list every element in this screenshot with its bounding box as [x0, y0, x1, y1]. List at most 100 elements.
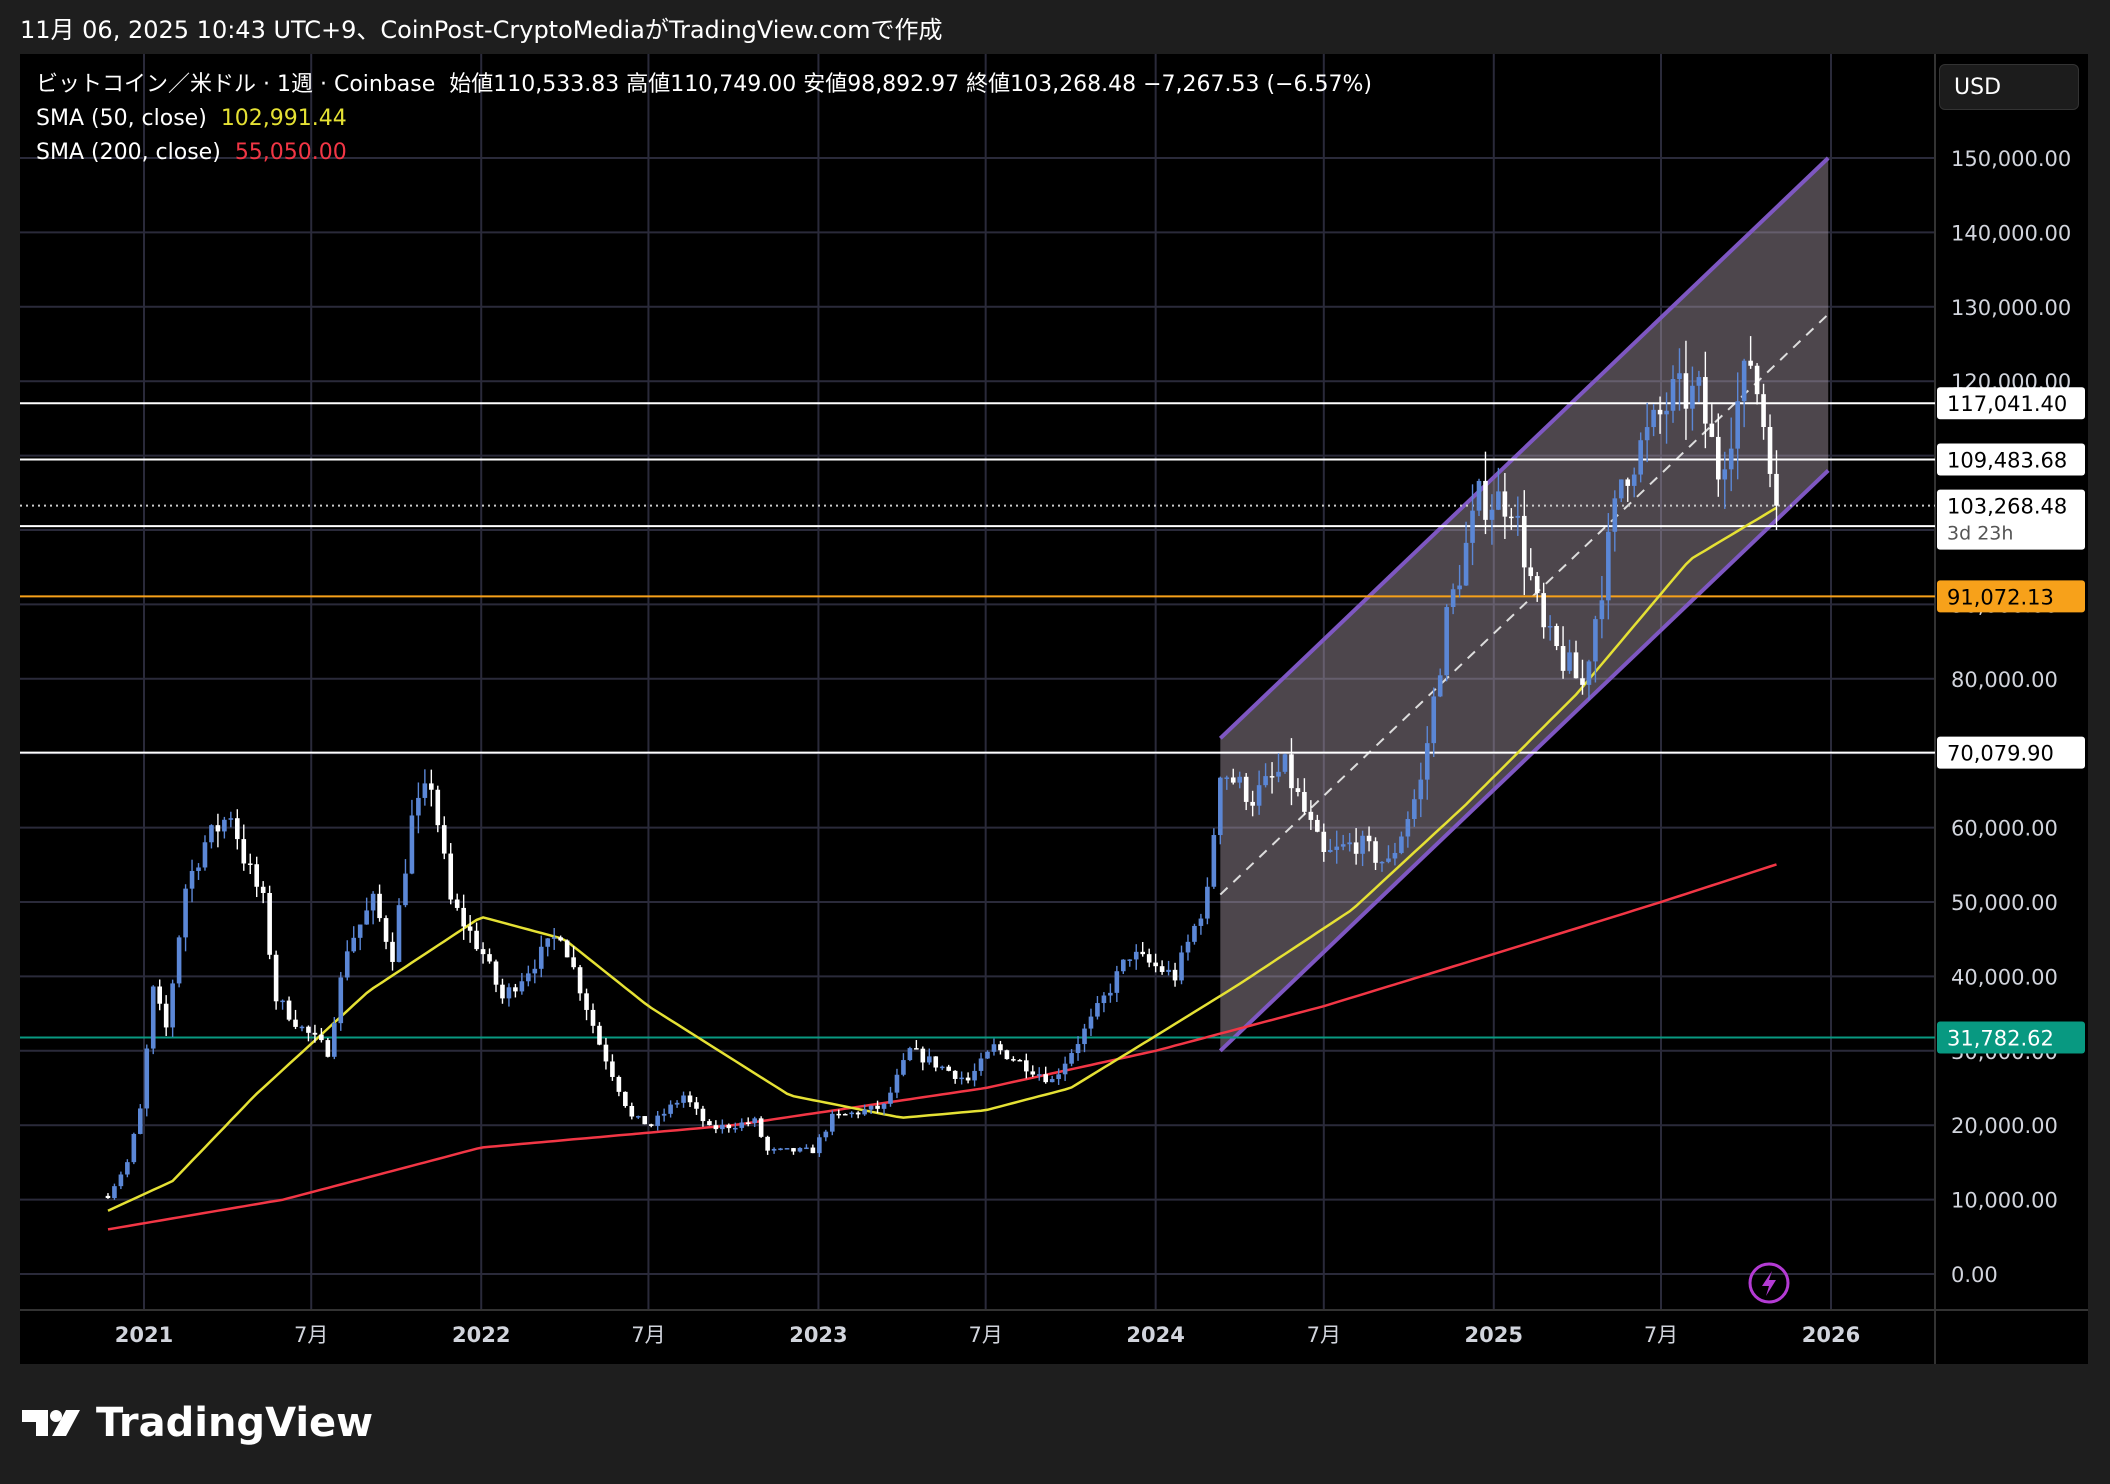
- candle-body: [435, 789, 441, 826]
- price-tick-label: 140,000.00: [1951, 221, 2071, 245]
- candle-body: [1412, 799, 1417, 819]
- price-tick-label: 80,000.00: [1951, 668, 2058, 692]
- candle-body: [577, 967, 583, 994]
- candle-body: [1470, 510, 1475, 543]
- candle-body: [1521, 515, 1527, 568]
- candle-body: [163, 1003, 169, 1028]
- candle-body: [784, 1148, 790, 1150]
- candle-body: [1644, 427, 1650, 441]
- candle-body: [1748, 360, 1753, 366]
- level-tag: 109,483.68: [1937, 443, 2085, 476]
- candle-body: [222, 819, 227, 832]
- candle-body: [1631, 474, 1637, 486]
- candle-body: [1761, 394, 1766, 428]
- candle-body: [1230, 777, 1236, 783]
- candle-body: [409, 815, 415, 874]
- candle-body: [1121, 959, 1126, 972]
- sma50-label[interactable]: SMA (50, close): [36, 106, 207, 131]
- candle-body: [390, 941, 395, 962]
- candle-body: [1340, 844, 1346, 847]
- time-tick-label: 2025: [1465, 1323, 1523, 1347]
- currency-button[interactable]: USD: [1939, 64, 2079, 110]
- candle-body: [1483, 480, 1488, 520]
- candle-body: [1095, 1003, 1100, 1017]
- candle-body: [1315, 819, 1320, 832]
- candle-body: [1159, 966, 1165, 972]
- candle-body: [985, 1051, 990, 1059]
- sma200-value: 55,050.00: [234, 140, 347, 165]
- candle-body: [189, 870, 195, 889]
- candle-body: [823, 1131, 829, 1138]
- grid-lines: [20, 54, 1935, 1310]
- level-tag: 117,041.40: [1937, 387, 2085, 420]
- candle-body: [209, 825, 214, 843]
- candle-body: [157, 986, 163, 1004]
- candle-body: [888, 1092, 893, 1104]
- candle-body: [732, 1127, 738, 1130]
- candle-body: [293, 1019, 298, 1027]
- sma200-line: [107, 863, 1777, 1231]
- level-tag-bg: [1937, 736, 2085, 769]
- candle-body: [1690, 385, 1695, 409]
- candle-body: [1218, 777, 1223, 836]
- price-tick-label: 40,000.00: [1951, 965, 2058, 989]
- candle-body: [1696, 377, 1702, 386]
- candle-body: [687, 1095, 693, 1103]
- channel-lower-line: [1218, 469, 1830, 1053]
- candle-body: [105, 1195, 111, 1199]
- candle-body: [1075, 1044, 1081, 1054]
- candle-body: [817, 1137, 822, 1154]
- candle-body: [1036, 1074, 1042, 1076]
- candle-body: [422, 783, 428, 798]
- candle-body: [1069, 1053, 1074, 1064]
- candle-body: [487, 954, 492, 962]
- level-tag-text: 109,483.68: [1947, 448, 2067, 472]
- candle-body: [700, 1108, 706, 1122]
- candle-body: [1146, 954, 1152, 963]
- sma50-value: 102,991.44: [220, 106, 347, 131]
- candle-body: [881, 1103, 887, 1109]
- price-chart[interactable]: 0.0010,000.0020,000.0030,000.0040,000.00…: [20, 54, 2088, 1364]
- candle-body: [765, 1136, 770, 1151]
- candle-body: [707, 1121, 712, 1126]
- candle-body: [480, 949, 486, 955]
- candle-body: [1424, 743, 1430, 780]
- candle-body: [396, 905, 402, 962]
- candle-body: [1715, 436, 1721, 480]
- candle-body: [1722, 469, 1728, 480]
- candle-body: [1030, 1071, 1036, 1075]
- candle-body: [1599, 600, 1605, 620]
- candle-body: [1024, 1060, 1029, 1072]
- candle-body: [461, 907, 466, 927]
- time-tick-label: 2023: [789, 1323, 847, 1347]
- tradingview-logo-icon: [22, 1410, 80, 1436]
- candle-body: [493, 961, 499, 985]
- candle-body: [273, 954, 279, 1002]
- candle-body: [1528, 567, 1534, 577]
- candle-body: [519, 981, 525, 992]
- chart-panel[interactable]: 0.0010,000.0020,000.0030,000.0040,000.00…: [20, 54, 2088, 1364]
- candle-body: [991, 1044, 997, 1052]
- candle-body: [1334, 846, 1340, 850]
- sma200-label[interactable]: SMA (200, close): [36, 140, 221, 165]
- candle-body: [1573, 652, 1579, 679]
- candle-body: [1321, 831, 1327, 852]
- candle-body: [1399, 836, 1404, 853]
- candle-body: [1567, 652, 1572, 671]
- candle-body: [1082, 1028, 1087, 1045]
- candle-body: [319, 1034, 324, 1041]
- time-axis: 2021 7月 2022 7月 2023 7月 2024 7月 2025 7月 2026: [115, 1323, 1860, 1347]
- candle-body: [1638, 440, 1643, 475]
- candle-body: [836, 1113, 842, 1116]
- candle-body: [926, 1056, 932, 1063]
- candle-body: [674, 1102, 680, 1105]
- time-tick-label: 7月: [294, 1323, 328, 1347]
- candle-body: [939, 1066, 945, 1069]
- candle-body: [1431, 696, 1437, 744]
- candle-body: [1250, 801, 1255, 806]
- candle-body: [791, 1148, 796, 1152]
- candle-body: [629, 1105, 635, 1117]
- candle-body: [1657, 409, 1663, 415]
- candle-body: [1269, 776, 1275, 778]
- candle-body: [454, 899, 460, 908]
